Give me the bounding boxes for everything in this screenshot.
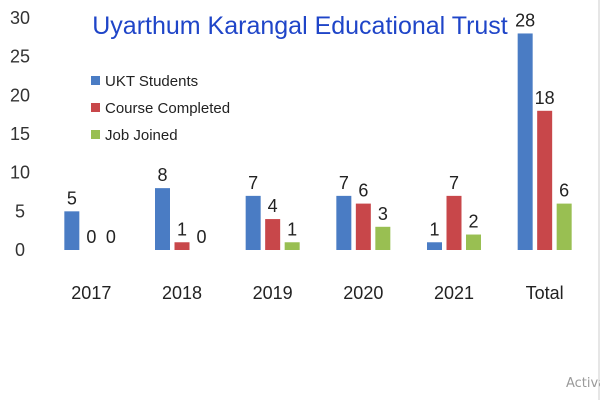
legend-label: Course Completed	[105, 100, 230, 117]
data-label: 28	[515, 10, 535, 30]
data-label: 5	[67, 188, 77, 208]
legend: UKT Students Course Completed Job Joined	[91, 73, 230, 144]
data-label: 18	[535, 88, 555, 108]
bar-course-completed	[355, 203, 371, 250]
data-label: 7	[339, 173, 349, 193]
legend-swatch	[91, 103, 100, 112]
bar-ukt-students	[64, 211, 80, 250]
bar-job-joined	[466, 234, 481, 250]
data-label: 0	[196, 227, 206, 247]
data-label: 4	[268, 196, 278, 216]
legend-swatch	[91, 130, 100, 139]
x-category-label: 2017	[71, 283, 111, 303]
bar-ukt-students	[517, 33, 533, 250]
chart-title: Uyarthum Karangal Educational Trust	[92, 12, 508, 40]
bars	[64, 33, 572, 250]
x-axis: 2017 2018 2019 2020 2021 Total	[71, 283, 563, 303]
y-tick-label: 25	[10, 47, 30, 67]
y-tick-label: 15	[10, 124, 30, 144]
bar-course-completed	[265, 219, 281, 250]
bar-job-joined	[556, 203, 572, 250]
y-tick-label: 5	[15, 201, 25, 221]
data-label: 0	[86, 227, 96, 247]
data-label: 1	[177, 219, 187, 239]
legend-swatch	[91, 76, 100, 85]
x-category-label: 2019	[253, 283, 293, 303]
legend-label: Job Joined	[105, 127, 178, 144]
x-category-label: Total	[526, 283, 564, 303]
data-label: 6	[559, 181, 569, 201]
watermark: Activa	[566, 376, 600, 391]
y-tick-label: 20	[10, 85, 30, 105]
bar-course-completed	[174, 242, 190, 250]
data-label: 1	[429, 219, 439, 239]
bar-ukt-students	[245, 195, 261, 250]
right-border	[598, 0, 600, 400]
data-label: 8	[157, 165, 167, 185]
data-label: 2	[468, 212, 478, 232]
bar-ukt-students	[155, 188, 170, 250]
data-label: 1	[287, 219, 297, 239]
x-category-label: 2021	[434, 283, 474, 303]
x-category-label: 2018	[162, 283, 202, 303]
bar-course-completed	[537, 110, 553, 250]
data-label: 3	[378, 204, 388, 224]
y-tick-label: 0	[15, 240, 25, 260]
y-tick-label: 30	[10, 8, 30, 28]
bar-job-joined	[375, 226, 391, 250]
bar-ukt-students	[336, 195, 352, 250]
x-category-label: 2020	[343, 283, 383, 303]
data-label: 0	[106, 227, 116, 247]
y-axis: 0 5 10 15 20 25 30	[10, 8, 30, 260]
bar-job-joined	[284, 242, 300, 250]
y-tick-label: 10	[10, 163, 30, 183]
data-label: 6	[358, 181, 368, 201]
bar-course-completed	[446, 195, 462, 250]
bar-ukt-students	[427, 242, 442, 250]
data-label: 7	[449, 173, 459, 193]
legend-label: UKT Students	[105, 73, 198, 90]
data-label: 7	[248, 173, 258, 193]
